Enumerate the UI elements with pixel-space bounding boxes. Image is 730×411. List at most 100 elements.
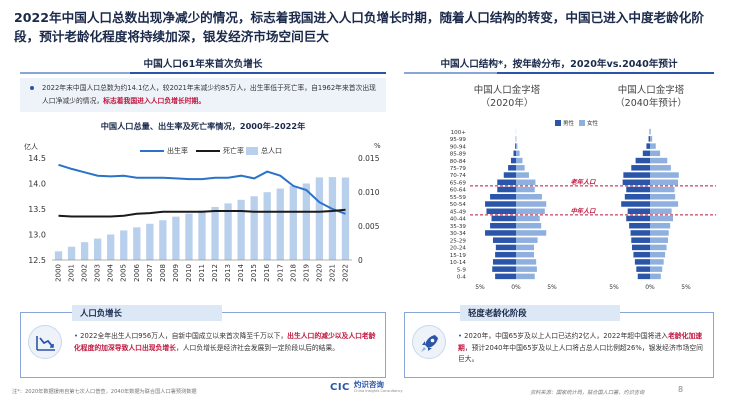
pyramid-2040-title: 中国人口金字塔 （2040年预计） — [596, 84, 706, 110]
age-group-label: 95-99 — [450, 137, 467, 143]
male-label: 男性 — [563, 121, 575, 127]
pyramid-2020-male-bar — [508, 165, 516, 171]
pyramid-2020-female-bar — [516, 186, 535, 193]
pyramid-2020-x-tick-label: 0% — [511, 284, 521, 291]
population-bar — [224, 203, 232, 260]
pyramid-2020-female-bar — [516, 222, 542, 229]
age-group-label: 85-89 — [450, 152, 467, 158]
pyramid-2020-male-bar — [497, 179, 516, 186]
year-tick-label: 2016 — [263, 263, 271, 281]
logo-sub: China Insights Consultancy — [353, 389, 403, 393]
summary-note-text: 2022年末中国人口总数为约14.1亿人，较2021年末减少约85万人，出生率低… — [42, 82, 380, 108]
left-tick-label: 13.0 — [28, 231, 46, 240]
pyramid-2020-male-bar — [495, 273, 516, 280]
pyramid-2040-female-bar — [650, 157, 668, 164]
pyramid-2020-male-bar — [513, 150, 516, 157]
population-bar — [94, 238, 102, 260]
population-bar — [133, 227, 141, 260]
pyramid-2020-male-bar — [491, 215, 516, 222]
negative-growth-tab: 人口负增长 — [72, 305, 222, 321]
year-tick-label: 2003 — [94, 264, 102, 282]
population-bar — [198, 210, 206, 260]
pyramid-2040-title-line1: 中国人口金字塔 — [617, 85, 685, 96]
pyramid-2040-female-bar — [650, 259, 664, 265]
pyramid-2020-male-bar — [492, 237, 516, 243]
pyramid-2020-male-bar — [490, 194, 516, 200]
death-legend-line — [196, 150, 220, 152]
population-bar — [302, 183, 310, 260]
population-bar — [211, 206, 219, 260]
population-bar — [120, 230, 128, 260]
pyramid-2040-male-bar — [626, 215, 650, 222]
pyramid-2040-female-bar — [650, 194, 676, 200]
rocket-icon-glyph — [421, 335, 438, 352]
mild-aging-tab: 轻度老龄化阶段 — [460, 305, 620, 321]
age-group-label: 40-44 — [450, 217, 467, 223]
pyramid-2040-male-bar — [631, 237, 650, 243]
pyramid-2040-male-bar — [621, 201, 650, 207]
pyramid-2020-female-bar — [516, 259, 537, 265]
population-bar — [67, 246, 76, 260]
right-tick-label: 0.010 — [358, 188, 380, 197]
header-underline-light — [20, 72, 130, 74]
birth-legend-label: 出生率 — [167, 147, 188, 155]
right-axis-unit: % — [374, 142, 381, 150]
year-tick-label: 2011 — [198, 264, 206, 282]
legend-death: 死亡率 — [196, 146, 244, 156]
pyramid-2040-male-bar — [646, 143, 650, 149]
death-rate-line — [58, 208, 346, 218]
pyramid-2040-male-bar — [636, 266, 650, 272]
age-group-label: 20-24 — [450, 246, 467, 252]
year-tick-label: 2018 — [289, 264, 297, 282]
left-tick-label: 14.5 — [28, 154, 46, 163]
right-tick-label: 0.015 — [358, 154, 380, 163]
population-bar — [185, 213, 193, 260]
pyramid-2020-male-bar — [492, 266, 516, 272]
year-tick-label: 2007 — [146, 264, 154, 282]
pyramid-2020-female-bar — [516, 179, 536, 186]
pyramid-2040-female-bar — [650, 143, 656, 149]
population-bar — [315, 177, 324, 260]
age-group-label: 25-29 — [450, 238, 467, 244]
population-bar — [263, 192, 271, 260]
pyramid-2020-female-bar — [516, 143, 518, 149]
pyramid-2020-female-bar — [516, 165, 525, 171]
pyramid-2020-female-bar — [516, 201, 547, 207]
pyramid-2040-female-bar — [650, 266, 663, 272]
birth-legend-line — [140, 150, 164, 152]
note-highlight: 标志着我国进入人口负增长时期。 — [103, 97, 206, 105]
year-tick-label: 2009 — [172, 264, 180, 282]
pyramid-2040-male-bar — [631, 165, 650, 171]
pyramid-2040-x-tick-label: 0% — [645, 284, 655, 291]
age-group-label: 75-79 — [450, 166, 467, 172]
page-title: 2022年中国人口总数出现净减少的情况，标志着我国进入人口负增长时期，随着人口结… — [14, 10, 704, 44]
pyramid-2040-title-line2: （2040年预计） — [615, 98, 687, 109]
year-tick-label: 2020 — [315, 264, 323, 282]
header-underline-light — [404, 72, 497, 74]
left-section-header-text: 中国人口61年来首次负增长 — [143, 59, 263, 70]
pyramid-2040-male-bar — [637, 273, 650, 280]
age-group-label: 30-34 — [450, 231, 467, 237]
year-tick-label: 2019 — [302, 264, 310, 282]
age-group-label: 15-19 — [450, 253, 467, 259]
pyramid-2020-female-bar — [516, 172, 529, 178]
pyramid-2040-female-bar — [650, 186, 675, 193]
logo-name: 灼识咨询 — [353, 380, 384, 389]
age-group-label: 5-9 — [457, 267, 467, 273]
line-bar-chart-title: 中国人口总量、出生率及死亡率情况，2000年-2022年 — [100, 121, 306, 131]
left-tick-label: 13.5 — [28, 205, 46, 214]
pyramid-2020-male-bar — [495, 251, 516, 258]
population-bar — [159, 220, 167, 260]
population-bar — [146, 223, 154, 260]
pyramid-2040-x-tick-label: 5% — [609, 284, 619, 291]
death-legend-label: 死亡率 — [223, 147, 244, 155]
pyramid-2020-title: 中国人口金字塔 （2020年） — [452, 84, 562, 110]
age-group-label: 35-39 — [450, 224, 467, 230]
pyramid-2040-female-bar — [650, 165, 671, 171]
age-group-label: 60-64 — [450, 188, 467, 194]
pyramid-legend: 男性 女性 — [555, 119, 598, 127]
pyramid-2020-female-bar — [516, 157, 523, 164]
pyramid-2040-female-bar — [650, 150, 661, 157]
note-plain: 2022年末中国人口总数为约14.1亿人，较2021年末减少约85万人，出生率低… — [42, 84, 376, 105]
card-left-plain2: ，人口负增长是经济社会发展到一定阶段以后的结果。 — [175, 343, 340, 352]
